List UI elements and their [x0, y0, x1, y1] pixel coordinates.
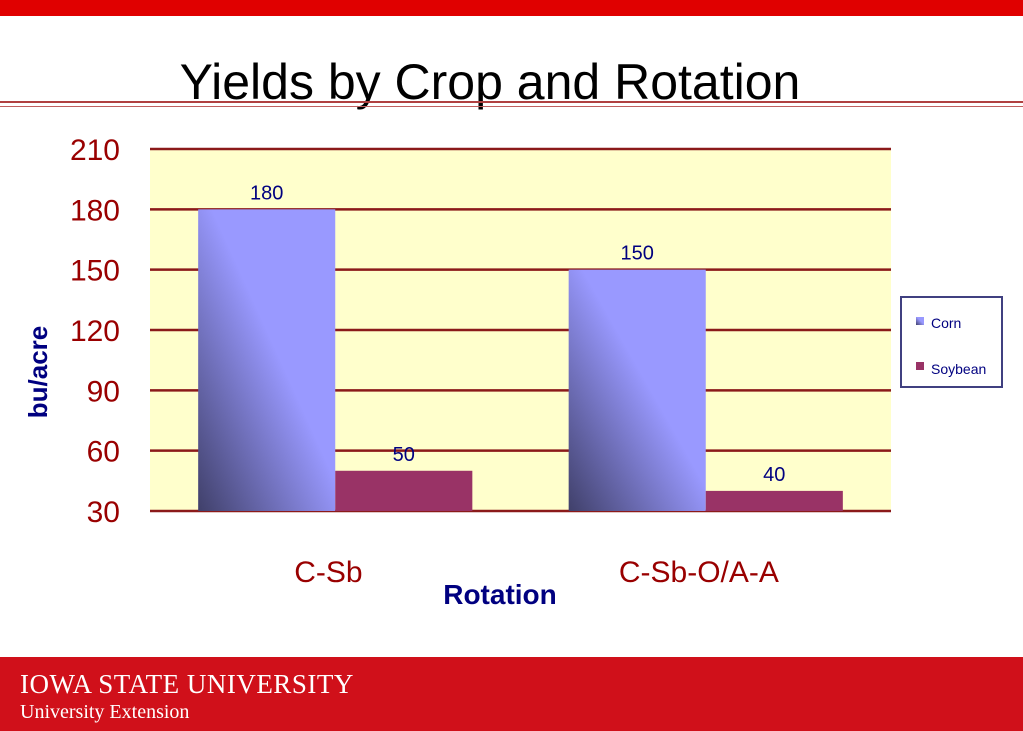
title-rule-thick: [0, 101, 1023, 103]
footer-banner: IOWA STATE UNIVERSITY University Extensi…: [0, 657, 1023, 731]
bar-corn: [198, 209, 336, 511]
bar-soybean: [705, 490, 843, 511]
y-tick-label: 30: [87, 496, 120, 529]
legend-box: [900, 296, 1003, 388]
legend-swatch-corn: [916, 317, 924, 325]
data-label: 150: [621, 243, 654, 265]
x-axis-label: Rotation: [443, 579, 557, 610]
y-tick-label: 150: [70, 255, 120, 288]
x-tick-label: C-Sb: [294, 556, 362, 589]
y-tick-label: 60: [87, 436, 120, 469]
university-name: IOWA STATE UNIVERSITY: [20, 669, 354, 699]
slide-title: Yields by Crop and Rotation: [179, 54, 801, 110]
data-label: 40: [763, 464, 785, 486]
university-extension: University Extension: [20, 701, 190, 723]
y-tick-label: 180: [70, 194, 120, 227]
bar-corn: [568, 269, 706, 511]
x-tick-label: C-Sb-O/A-A: [619, 556, 779, 589]
data-label: 50: [393, 444, 415, 466]
bar-chart: 30 60 90 120 150 180 210 180 50 150 40 C-Sb C-Sb-O…: [23, 134, 1003, 610]
title-rule-thin: [0, 106, 1023, 107]
legend-swatch-soybean: [916, 362, 924, 370]
legend-label-corn: Corn: [931, 315, 961, 331]
y-tick-label: 120: [70, 315, 120, 348]
legend: Corn Soybean: [900, 296, 1003, 388]
y-tick-label: 210: [70, 134, 120, 167]
bar-soybean: [335, 470, 473, 511]
data-label: 180: [250, 182, 283, 204]
top-accent-bar: [0, 0, 1023, 16]
y-tick-label: 90: [87, 375, 120, 408]
y-axis-label: bu/acre: [23, 326, 53, 419]
legend-label-soybean: Soybean: [931, 361, 986, 377]
